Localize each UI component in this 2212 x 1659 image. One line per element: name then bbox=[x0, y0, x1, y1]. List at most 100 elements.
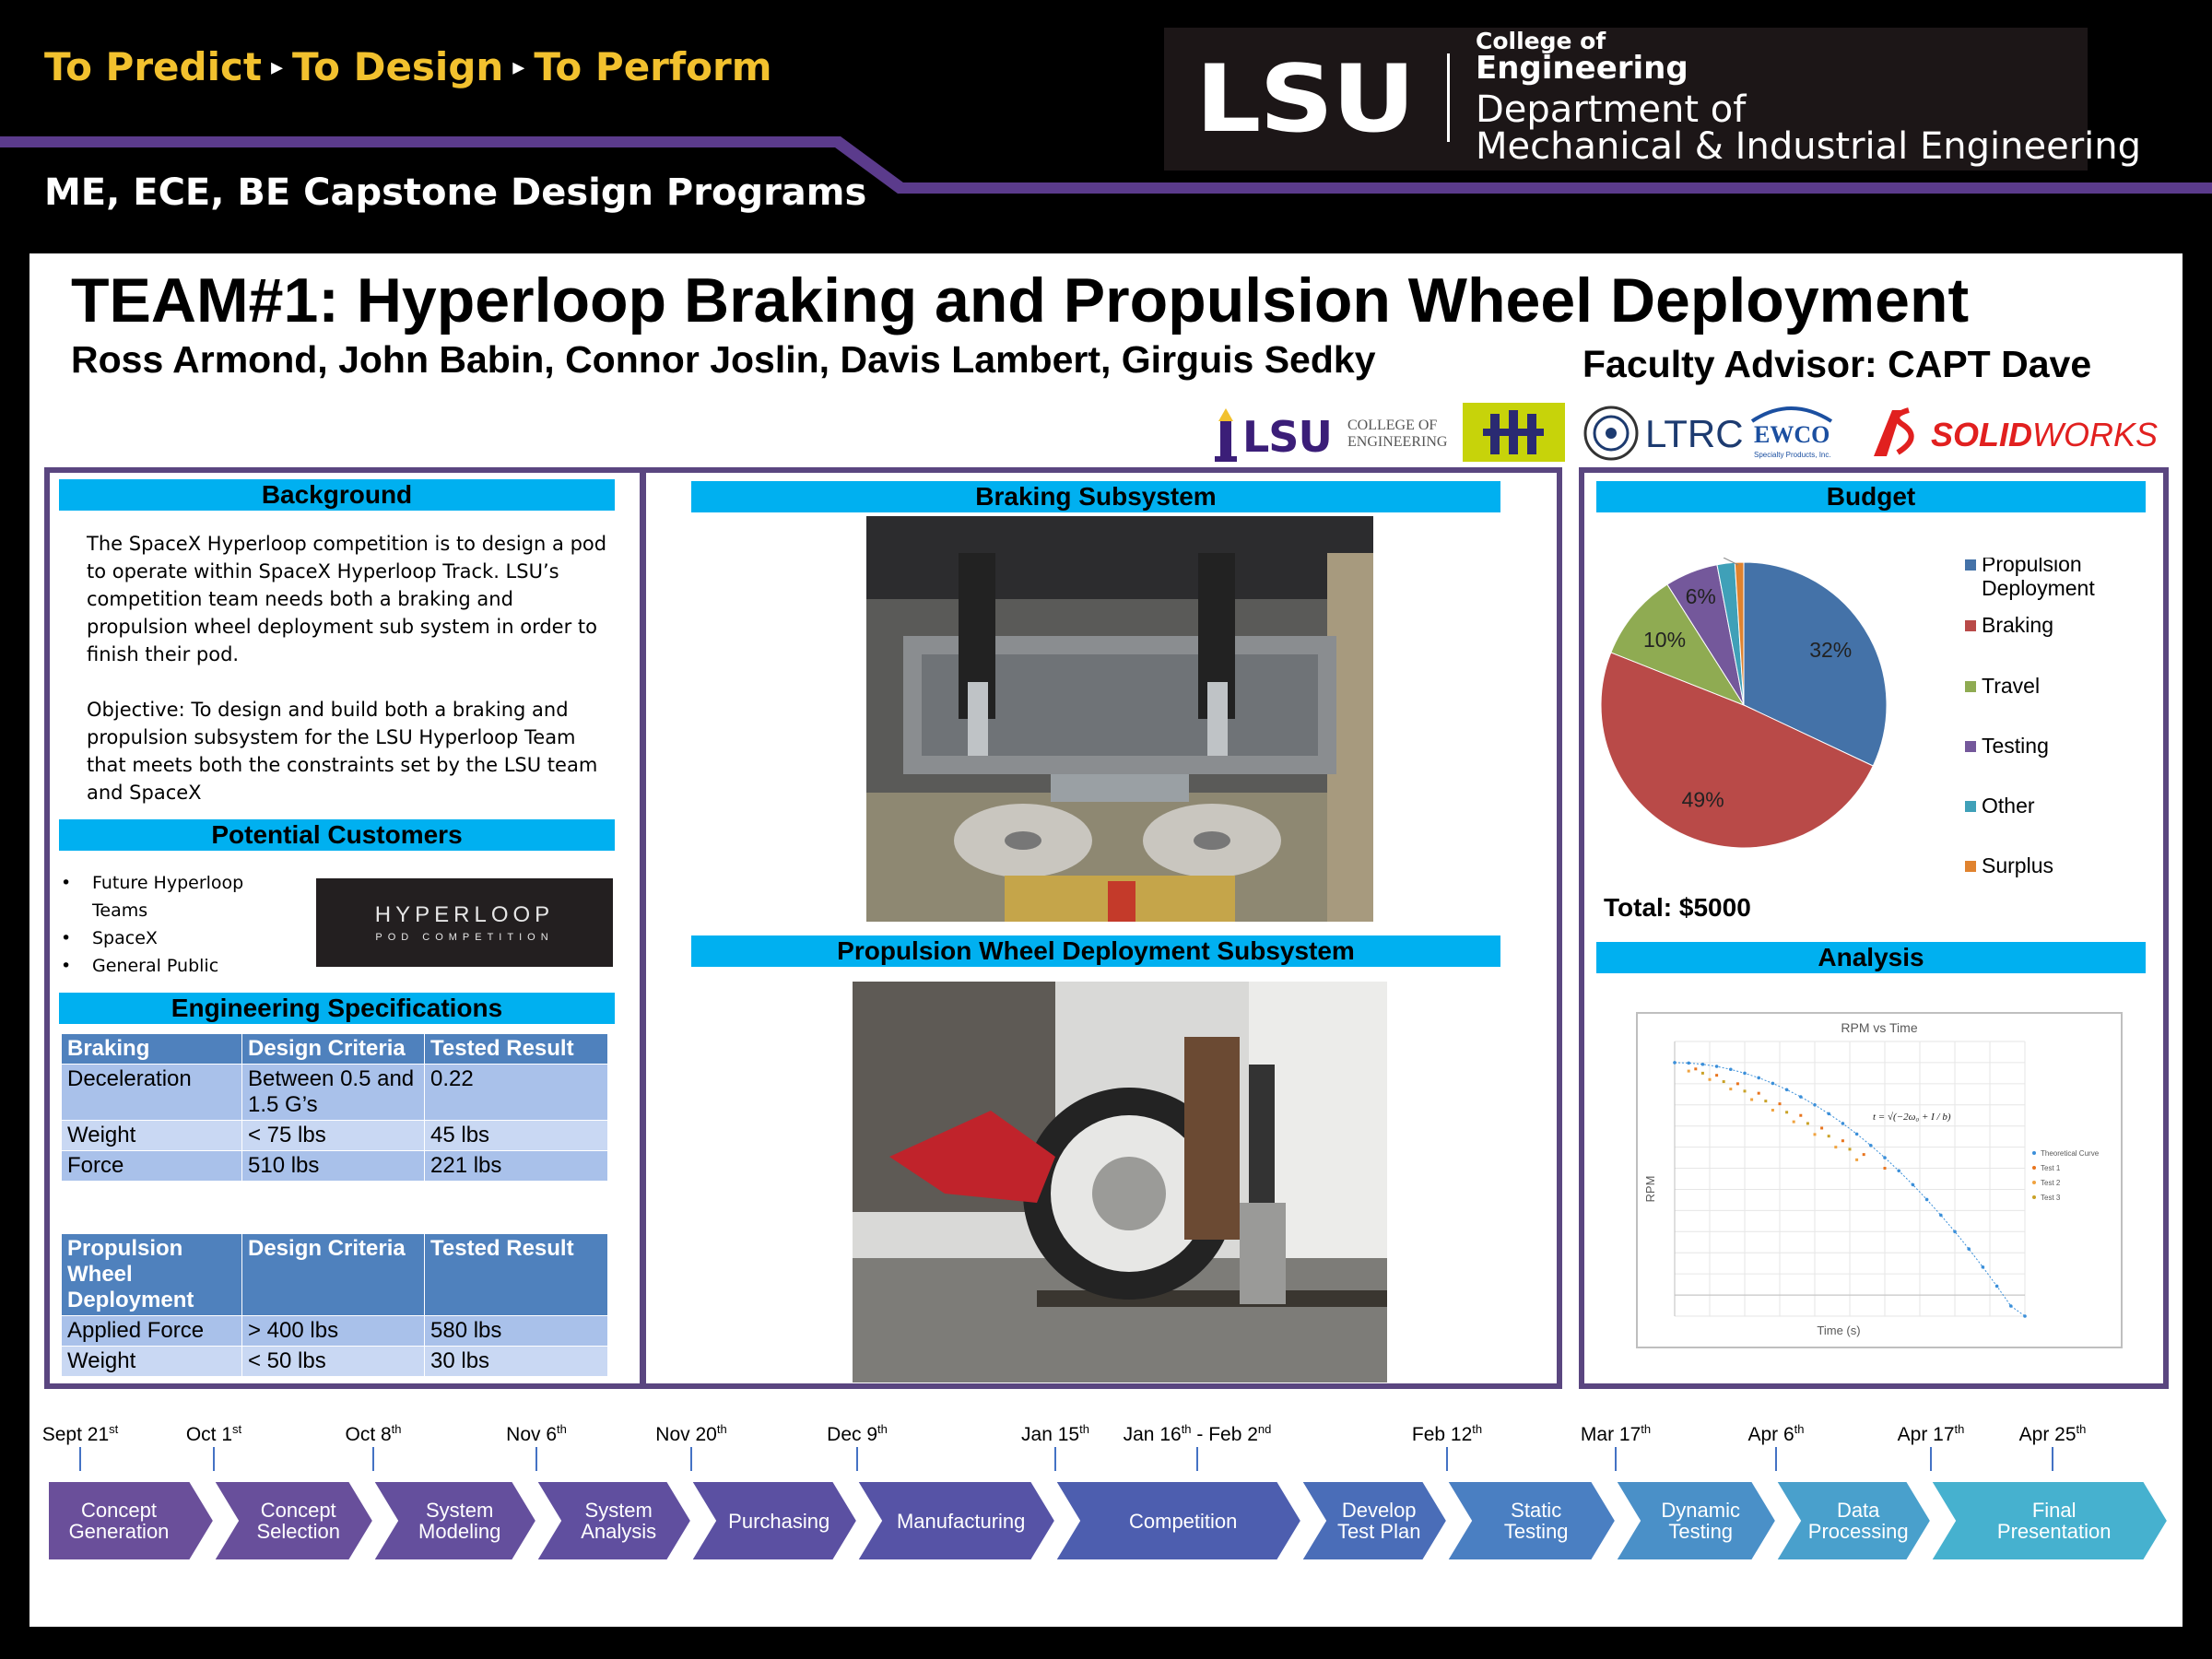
legend-swatch bbox=[1965, 801, 1976, 812]
table-header-row: Propulsion Wheel Deployment Design Crite… bbox=[61, 1233, 608, 1316]
legend-swatch bbox=[1965, 559, 1976, 571]
customer-list: Future Hyperloop Teams SpaceX General Pu… bbox=[61, 869, 282, 980]
legend-label: Deployment bbox=[1982, 576, 2095, 600]
department-label: Department of bbox=[1476, 88, 1747, 131]
budget-pie-chart: 32%49%10%6%2%1%PropulsionDeploymentBraki… bbox=[1600, 558, 2095, 877]
header-stripe bbox=[0, 136, 2212, 194]
timeline-date: Jan 16th - Feb 2nd bbox=[1123, 1422, 1272, 1445]
legend-label: Testing bbox=[1982, 734, 2049, 758]
legend-label: Propulsion bbox=[1982, 558, 2082, 576]
data-point bbox=[1722, 1080, 1725, 1084]
timeline-stage-arrow bbox=[689, 1480, 859, 1561]
timeline-date: Apr 25th bbox=[2018, 1422, 2087, 1445]
table-header-cell: Braking bbox=[61, 1033, 242, 1065]
ltrc-text: LTRC bbox=[1645, 412, 1744, 455]
ltrc-logo: LTRC bbox=[1581, 403, 1747, 464]
timeline-stage-arrow bbox=[1929, 1480, 2168, 1561]
table-header-cell: Propulsion Wheel Deployment bbox=[61, 1233, 242, 1316]
data-point bbox=[1700, 1071, 1704, 1075]
list-item: SpaceX bbox=[61, 924, 282, 952]
list-item: Future Hyperloop Teams bbox=[61, 869, 282, 924]
braking-heading: Braking Subsystem bbox=[691, 481, 1500, 512]
table-cell: Deceleration bbox=[61, 1064, 242, 1121]
hyperloop-logo-subtitle: POD COMPETITION bbox=[375, 932, 554, 943]
legend-swatch bbox=[1965, 741, 1976, 752]
data-point bbox=[1883, 1167, 1887, 1171]
legend-label: Braking bbox=[1982, 613, 2053, 637]
x-axis-label: Time (s) bbox=[1817, 1324, 1860, 1337]
table-header-row: Braking Design Criteria Tested Result bbox=[61, 1033, 608, 1065]
timeline-ticks bbox=[79, 1447, 2053, 1471]
hl-monogram-icon bbox=[1483, 410, 1544, 454]
page-header: To Predict ▸ To Design ▸ To Perform ME, ECE,… bbox=[0, 0, 2212, 249]
legend-label: Test 3 bbox=[2041, 1194, 2061, 1202]
logo-divider bbox=[1447, 53, 1450, 142]
timeline-stage-arrow bbox=[1300, 1480, 1449, 1561]
table-row: Force 510 lbs 221 lbs bbox=[61, 1150, 608, 1182]
tagline-perform: To Perform bbox=[534, 44, 772, 89]
tagline-predict: To Predict bbox=[44, 44, 262, 89]
data-point bbox=[1834, 1146, 1838, 1149]
lsu-logo-text: LSU bbox=[1242, 412, 1333, 462]
timeline-stage-arrow bbox=[48, 1480, 216, 1561]
timeline-stage-arrow bbox=[212, 1480, 375, 1561]
hyperloop-logo-title: HYPERLOOP bbox=[374, 902, 555, 927]
solidworks-text: SOLIDWORKS bbox=[1931, 416, 2159, 453]
braking-spec-table: Braking Design Criteria Tested Result De… bbox=[61, 1033, 608, 1182]
timeline-stage-label: Data Processing bbox=[1807, 1499, 1909, 1543]
faculty-advisor: Faculty Advisor: CAPT Dave bbox=[1583, 343, 2092, 385]
timeline-stage-label: Manufacturing bbox=[896, 1509, 1026, 1533]
table-cell: Applied Force bbox=[61, 1315, 242, 1347]
timeline-stage-arrow bbox=[1774, 1480, 1933, 1561]
data-point bbox=[1792, 1120, 1795, 1124]
table-cell: Weight bbox=[61, 1346, 242, 1377]
propulsion-spec-table: Propulsion Wheel Deployment Design Crite… bbox=[61, 1233, 608, 1377]
timeline-stage-label: System Modeling bbox=[418, 1499, 501, 1543]
timeline-date: Apr 17th bbox=[1897, 1422, 1965, 1445]
legend-label: Theoretical Curve bbox=[2041, 1149, 2100, 1158]
analysis-chart: RPM vs Time RPM Time (s) t = √(−2ω₀ + I / b… bbox=[1636, 1012, 2123, 1348]
timeline-stage-arrow bbox=[1053, 1480, 1303, 1561]
hyperloop-competition-logo: HYPERLOOP POD COMPETITION bbox=[316, 878, 613, 967]
data-point bbox=[1771, 1109, 1774, 1112]
legend-marker bbox=[2032, 1181, 2036, 1184]
legend-swatch bbox=[1965, 861, 1976, 872]
table-cell: Force bbox=[61, 1150, 242, 1182]
data-point bbox=[1862, 1153, 1865, 1157]
lsu-department-logo: LSU College of Engineering Department of… bbox=[1164, 28, 2141, 171]
data-point bbox=[1743, 1089, 1747, 1093]
data-point bbox=[1750, 1098, 1754, 1101]
data-point bbox=[1715, 1074, 1719, 1077]
programs-heading: ME, ECE, BE Capstone Design Programs bbox=[44, 171, 867, 214]
table-cell: 30 lbs bbox=[424, 1346, 608, 1377]
poster-authors: Ross Armond, John Babin, Connor Joslin, … bbox=[71, 338, 1376, 381]
braking-rig-image bbox=[866, 516, 1373, 922]
pie-data-label: 2% bbox=[1688, 558, 1719, 559]
data-point bbox=[1784, 1088, 1789, 1092]
tagline-design: To Design bbox=[292, 44, 504, 89]
timeline-date: Jan 15th bbox=[1021, 1422, 1089, 1445]
data-point bbox=[1827, 1135, 1830, 1138]
data-point bbox=[1757, 1091, 1760, 1095]
propulsion-wheel-image bbox=[853, 982, 1387, 1382]
legend-swatch bbox=[1965, 681, 1976, 692]
table-cell: > 400 lbs bbox=[241, 1315, 425, 1347]
timeline-stage-label: Final Presentation bbox=[1996, 1499, 2112, 1543]
customers-heading: Potential Customers bbox=[59, 819, 615, 851]
tagline-separator: ▸ bbox=[512, 53, 525, 81]
timeline-stage-arrow bbox=[855, 1480, 1057, 1561]
data-point bbox=[1813, 1133, 1817, 1136]
legend-label: Test 1 bbox=[2041, 1164, 2061, 1172]
timeline-date: Dec 9th bbox=[827, 1422, 888, 1445]
pie-slice bbox=[1743, 561, 1888, 767]
leader-line bbox=[1723, 558, 1739, 566]
timeline-stage-label: Purchasing bbox=[728, 1509, 830, 1533]
pie-slice bbox=[1600, 652, 1874, 849]
poster-title: TEAM#1: Hyperloop Braking and Propulsion… bbox=[71, 265, 1970, 335]
pie-slice bbox=[1734, 561, 1745, 706]
propulsion-heading: Propulsion Wheel Deployment Subsystem bbox=[691, 935, 1500, 967]
timeline-date: Oct 8th bbox=[345, 1422, 402, 1445]
data-point bbox=[1778, 1102, 1782, 1106]
pie-data-label: 6% bbox=[1686, 584, 1716, 608]
legend-marker bbox=[2032, 1195, 2036, 1199]
